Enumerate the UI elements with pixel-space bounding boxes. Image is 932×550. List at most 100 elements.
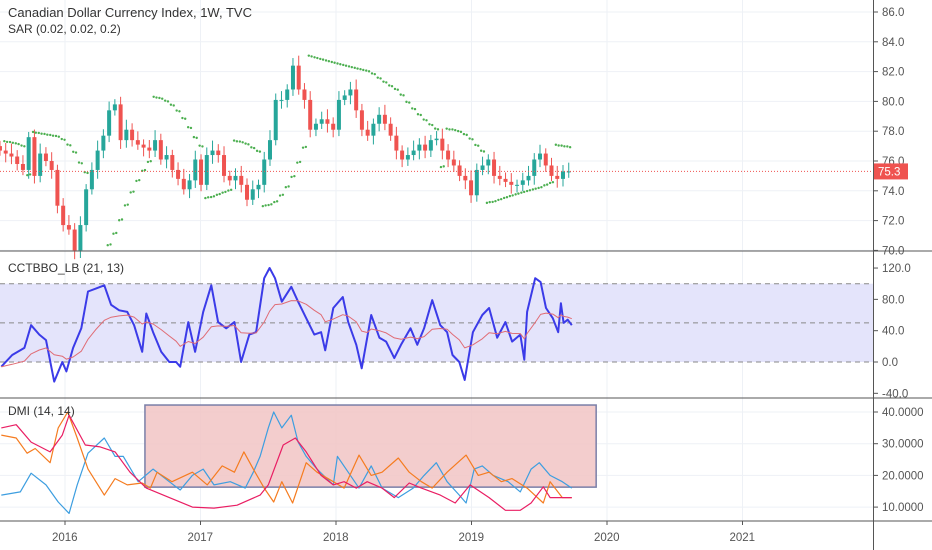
sar-dot [485,201,489,205]
candle-body [245,184,250,200]
candle-body [124,129,129,141]
candle-body [423,144,428,151]
sar-dot [155,96,158,99]
sar-dot [296,161,299,164]
sar-dot [505,196,509,199]
sar-dot [439,165,443,169]
sar-dot [433,127,437,130]
candle-body [130,129,135,141]
candles [0,55,571,260]
sar-dot [106,243,109,247]
candle-body [446,150,451,160]
sar-dot [181,116,184,120]
main-legend: Canadian Dollar Currency Index, 1W, TVC … [8,5,252,37]
sar-dot [244,142,247,145]
y-tick-label: 40.0000 [882,407,924,419]
sar-dot [74,151,78,154]
sar-dot [482,150,486,153]
sar-dot [54,134,58,138]
candle-body [26,137,31,170]
sar-dot [405,100,408,104]
candle-body [503,178,508,182]
sar-dot [563,145,566,148]
sar-dot [422,118,425,121]
candle-body [428,140,433,151]
time-axis[interactable]: 2016 2017 2018 2019 2020 2021 [52,521,755,544]
sar-dot [304,145,308,149]
sar-dot [543,184,546,187]
sar-dot [376,76,379,79]
sar-dot [28,173,32,176]
x-tick-label: 2020 [594,532,620,544]
sar-dot [120,218,124,221]
sar-dot [537,186,540,190]
y-tick-label: 120.0 [882,263,911,275]
candle-body [290,65,295,90]
candle-body [89,169,94,190]
y-tick-label: 40.0 [882,326,904,338]
sar-dot [393,87,397,91]
sar-dots [3,54,572,247]
sar-dot [284,185,288,189]
sar-dot [23,145,26,148]
sar-dot [178,110,181,113]
sar-dot [445,127,448,130]
sar-dot [313,56,316,59]
sar-dot [11,141,15,144]
sar-dot [17,142,20,146]
sar-dot [218,192,221,196]
last-price-label: 75.3 [878,166,900,178]
sar-dot [548,181,552,185]
dmi-legend: DMI (14, 14) [8,404,75,418]
sar-dot [281,193,285,197]
sar-dot [215,193,219,197]
sar-dot [402,94,405,97]
candle-body [273,99,278,141]
sar-dot [534,187,537,190]
sar-dot [353,66,356,70]
sar-dot [557,144,560,147]
candle-body [331,123,336,130]
sar-dot [46,133,49,136]
candle-body [377,114,382,124]
sar-dot [411,107,414,110]
candle-body [170,155,175,170]
sar-dot [43,132,46,136]
sar-dot [273,200,276,204]
candle-body [176,169,181,179]
sar-dot [373,72,376,76]
sar-dot [367,70,371,73]
sar-dot [235,140,239,143]
sar-dot [347,65,351,68]
sar-dot [209,195,213,199]
candle-body [549,165,554,176]
candle-body [509,181,514,185]
x-tick-label: 2019 [459,532,485,544]
candle-body [164,155,169,160]
sar-dot [298,160,302,164]
sar-dot [57,135,61,138]
y-tick-label: 86.0 [882,7,904,19]
sar-dot [123,204,127,207]
candle-body [388,123,393,136]
sar-dot [63,138,66,141]
candle-body [135,140,140,145]
sar-dot [350,65,354,69]
sar-dot [238,140,242,143]
y-tick-label: 72.0 [882,216,904,228]
candle-body [474,169,479,196]
candle-body [371,123,376,136]
sar-dot [278,194,282,197]
sar-dot [396,88,399,91]
last-price-badge [874,163,908,180]
candle-body [112,104,117,111]
price-axis[interactable]: 86.084.082.080.078.076.074.072.070.0120.… [873,7,924,514]
sar-dot [204,196,207,200]
y-tick-label: 84.0 [882,37,904,49]
candle-body [187,180,192,190]
candle-body [107,110,112,136]
sar-dot [301,146,305,149]
candle-body [515,184,520,186]
sar-dot [339,63,342,66]
